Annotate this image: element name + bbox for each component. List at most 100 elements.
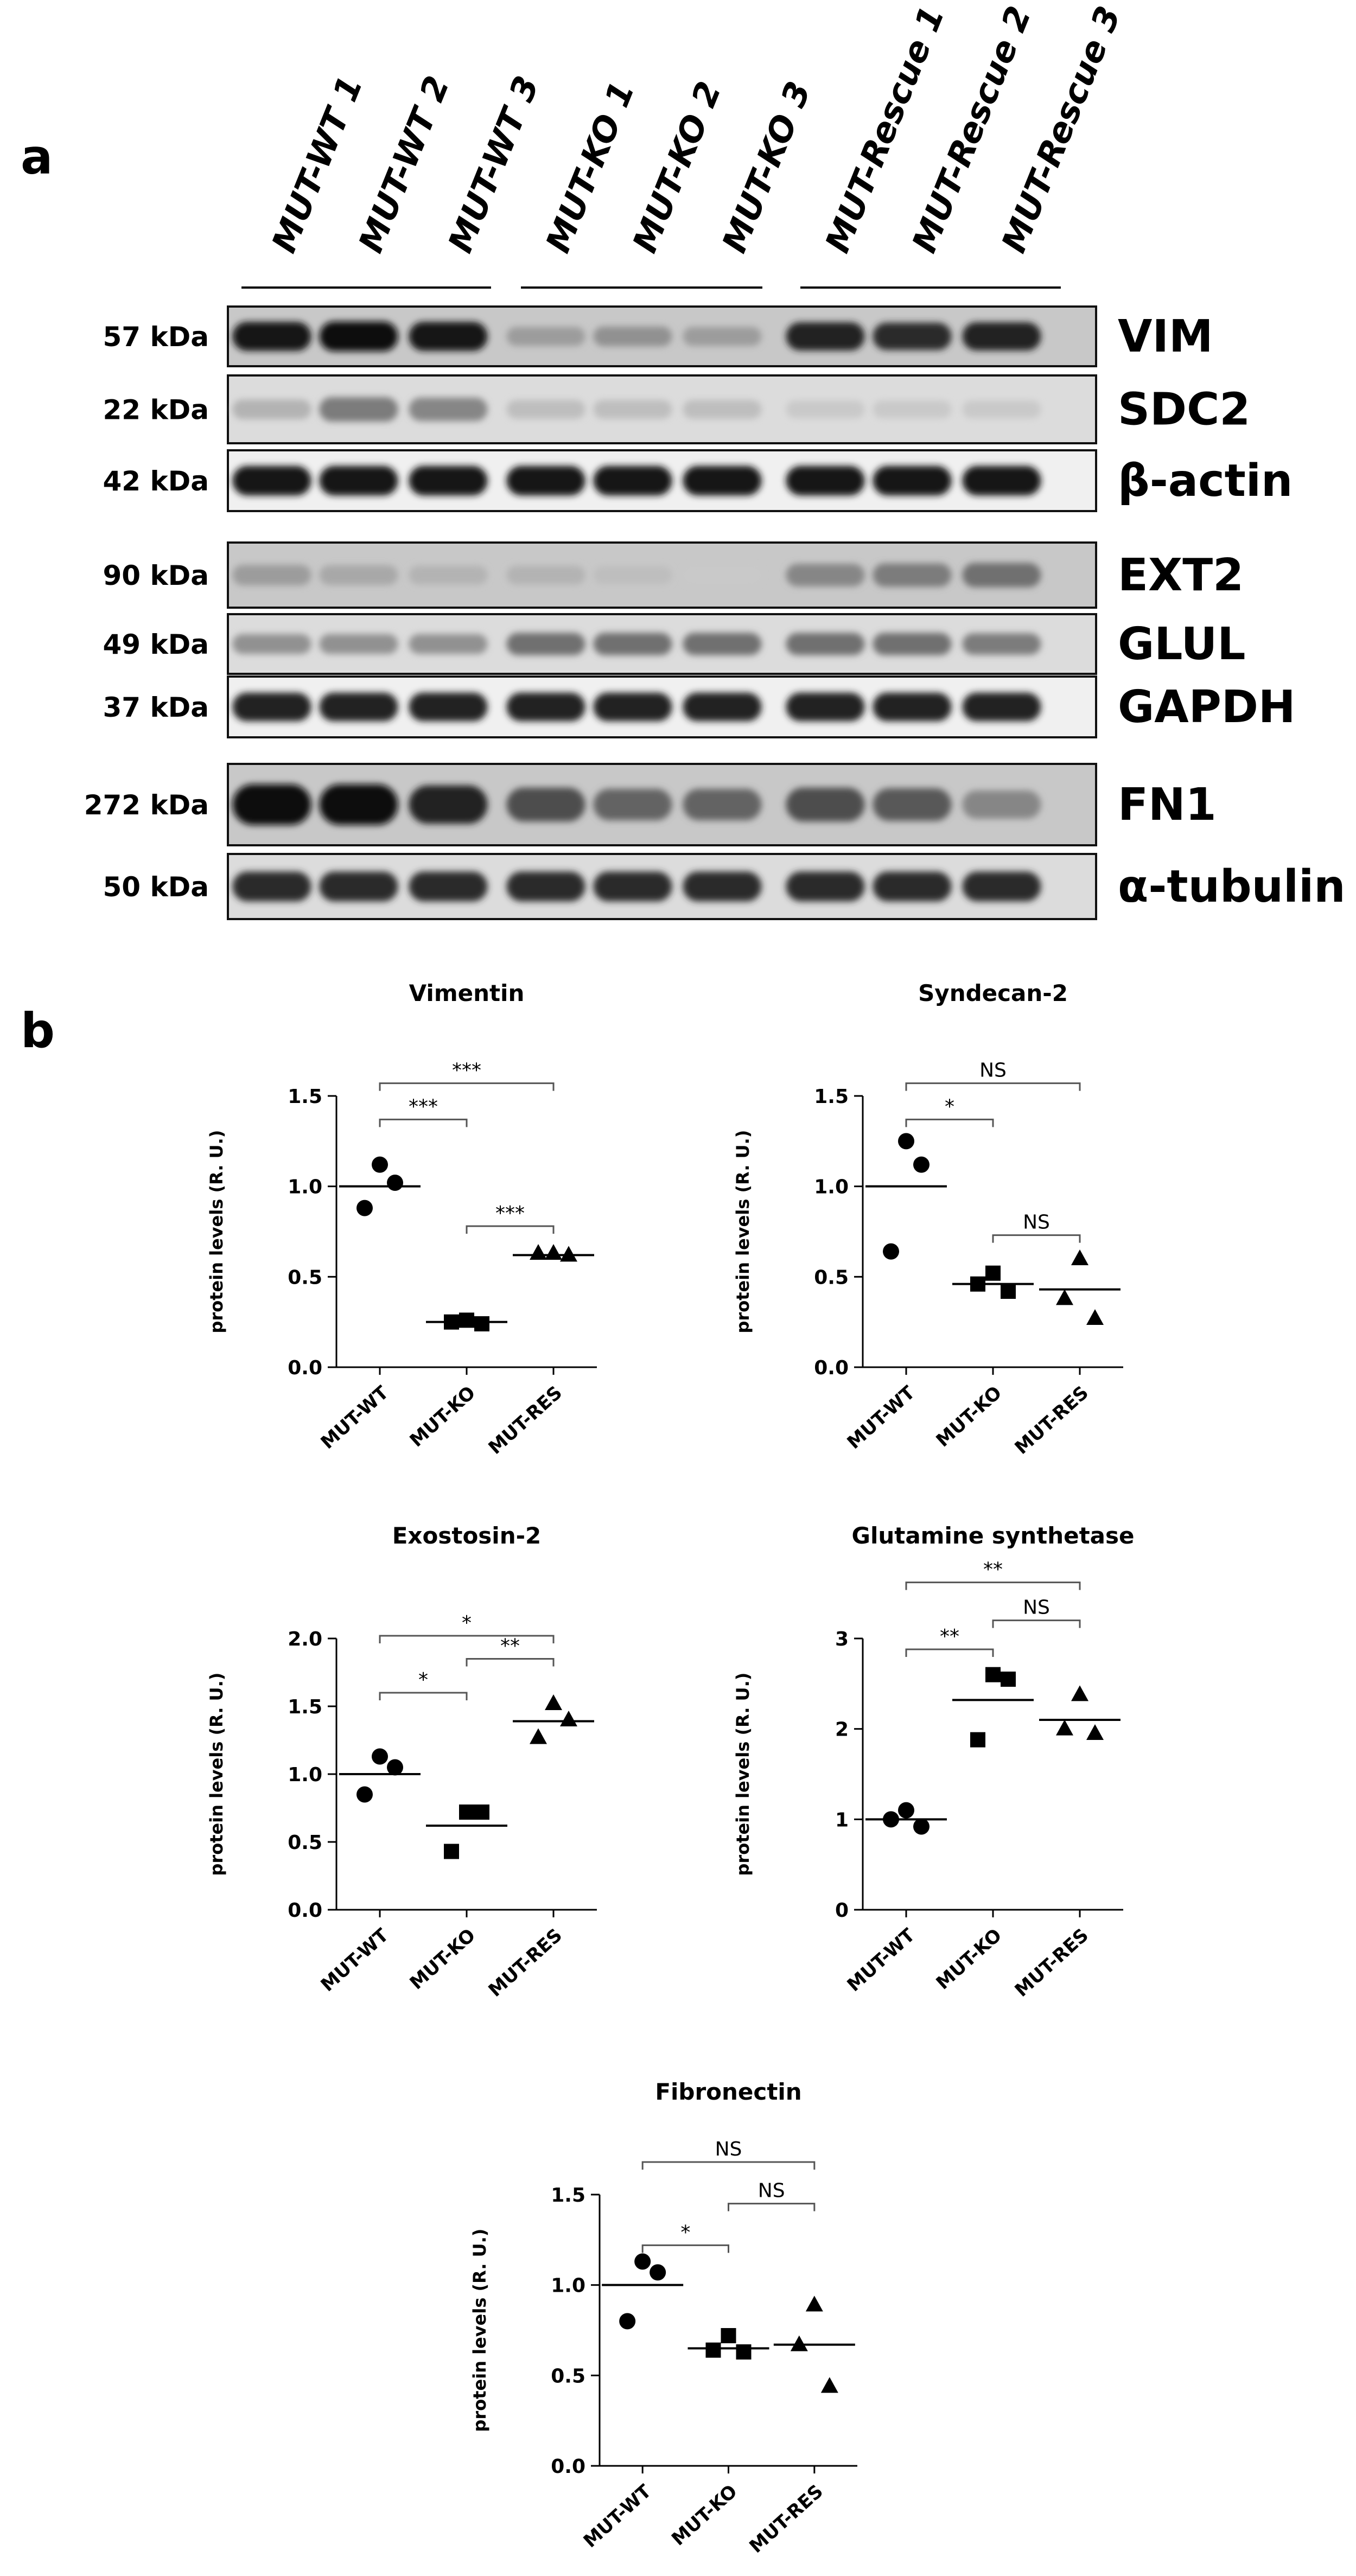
x-tick-label: MUT-RES: [485, 1382, 566, 1459]
x-tick-label: MUT-KO: [667, 2481, 741, 2550]
y-tick-label: 0.5: [814, 1266, 849, 1289]
blot-band: [319, 397, 398, 422]
y-axis-label: protein levels (R. U.): [206, 1673, 227, 1876]
protein-label: FN1: [1118, 779, 1217, 831]
x-tick-label: MUT-KO: [406, 1924, 480, 1994]
blot-strip: 50 kDa α-tubulin: [103, 853, 1346, 920]
blot-band: [232, 564, 311, 586]
data-point-triangle: [1056, 1289, 1073, 1305]
data-point-square: [1001, 1672, 1016, 1687]
blot-band: [786, 787, 865, 822]
significance-label: *: [945, 1095, 954, 1118]
blot-band: [962, 563, 1041, 588]
blot-band: [506, 327, 585, 346]
y-tick-label: 0.0: [288, 1899, 322, 1922]
data-point-circle: [634, 2253, 651, 2270]
blot-band: [683, 466, 762, 496]
chart-title: Vimentin: [409, 980, 525, 1006]
y-tick-label: 1.5: [288, 1086, 322, 1108]
blot-band: [319, 466, 398, 496]
data-point-circle: [356, 1200, 373, 1216]
protein-label: EXT2: [1118, 550, 1244, 601]
blot-band: [409, 565, 488, 585]
significance-label: *: [462, 1612, 472, 1634]
significance-bracket: [379, 1692, 468, 1700]
protein-label: α-tubulin: [1118, 861, 1346, 913]
chart-title: Glutamine synthetase: [851, 1522, 1134, 1549]
blot-band: [786, 692, 865, 722]
data-point-circle: [898, 1802, 914, 1819]
data-point-square: [721, 2328, 736, 2343]
blot-strip: 49 kDa GLUL: [103, 613, 1245, 675]
y-axis-label: protein levels (R. U.): [469, 2229, 490, 2432]
data-point-square: [474, 1316, 489, 1331]
dot-plot: Fibronectin 0.0 0.5 1.0 1.5 protein levels (R…: [469, 2078, 857, 2558]
data-point-triangle: [1071, 1249, 1088, 1265]
blot-band: [409, 634, 488, 654]
blot-band: [962, 790, 1041, 819]
significance-bracket: [379, 1635, 555, 1643]
blot-band: [683, 327, 762, 346]
blot-band: [319, 634, 398, 654]
dot-plot: Glutamine synthetase 0 1 2 3 protein levels (…: [733, 1522, 1135, 2001]
data-point-triangle: [805, 2296, 823, 2312]
protein-label: β-actin: [1118, 455, 1293, 507]
blot-band: [873, 633, 952, 655]
blot-band: [319, 871, 398, 902]
data-point-square: [459, 1805, 474, 1820]
blot-band: [409, 322, 488, 351]
blot-strip: 22 kDa SDC2: [103, 374, 1250, 444]
blot-band: [232, 634, 311, 654]
x-tick-label: MUT-RES: [1011, 1382, 1093, 1459]
lane-label: MUT-KO 2: [625, 76, 729, 258]
data-point-circle: [356, 1786, 373, 1803]
blot-band: [319, 784, 398, 825]
significance-label: **: [500, 1635, 520, 1657]
dot-plot: Exostosin-2 0.0 0.5 1.0 1.5 2.0 protein levels…: [206, 1522, 597, 2001]
blot-band: [232, 784, 311, 825]
significance-label: **: [983, 1559, 1003, 1581]
data-point-square: [705, 2342, 721, 2358]
data-point-triangle: [1086, 1309, 1104, 1325]
y-tick-label: 1.0: [288, 1176, 322, 1198]
y-tick-label: 1.5: [288, 1696, 322, 1718]
kda-label: 57 kDa: [103, 321, 209, 353]
significance-label: NS: [715, 2138, 742, 2160]
panel-b-letter: b: [21, 1003, 55, 1059]
data-point-square: [444, 1844, 459, 1859]
y-tick-label: 0.0: [814, 1357, 849, 1379]
data-point-square: [985, 1667, 1001, 1682]
significance-bracket: [905, 1582, 1081, 1590]
blot-band: [873, 692, 952, 722]
data-point-triangle: [560, 1711, 577, 1726]
data-point-triangle: [790, 2335, 808, 2351]
x-tick-label: MUT-WT: [843, 1924, 920, 1996]
data-point-triangle: [545, 1694, 562, 1710]
blot-band: [962, 633, 1041, 655]
y-tick-label: 1.0: [551, 2275, 585, 2297]
data-point-circle: [372, 1748, 388, 1765]
blot-strip: 37 kDa GAPDH: [103, 675, 1296, 738]
blot-band: [409, 785, 488, 824]
kda-label: 90 kDa: [103, 560, 209, 591]
data-point-circle: [619, 2313, 636, 2330]
blot-band: [683, 566, 762, 584]
x-tick-label: MUT-WT: [317, 1381, 393, 1453]
significance-bracket: [905, 1648, 994, 1657]
kda-label: 272 kDa: [84, 789, 209, 821]
blot-strip: 42 kDa β-actin: [103, 449, 1293, 512]
y-tick-label: 1.0: [288, 1764, 322, 1786]
data-point-circle: [898, 1133, 914, 1150]
significance-bracket: [466, 1658, 555, 1667]
data-point-circle: [387, 1175, 403, 1191]
y-axis-label: protein levels (R. U.): [733, 1130, 753, 1334]
blot-band: [232, 871, 311, 902]
kda-label: 49 kDa: [103, 629, 209, 660]
blot-band: [873, 466, 952, 496]
x-tick-label: MUT-RES: [1011, 1924, 1093, 2001]
x-tick-label: MUT-WT: [843, 1381, 920, 1453]
blot-strip: 57 kDa VIM: [103, 305, 1213, 367]
lane-label: MUT-WT 2: [351, 71, 457, 258]
lane-label: MUT-KO 3: [714, 76, 818, 258]
